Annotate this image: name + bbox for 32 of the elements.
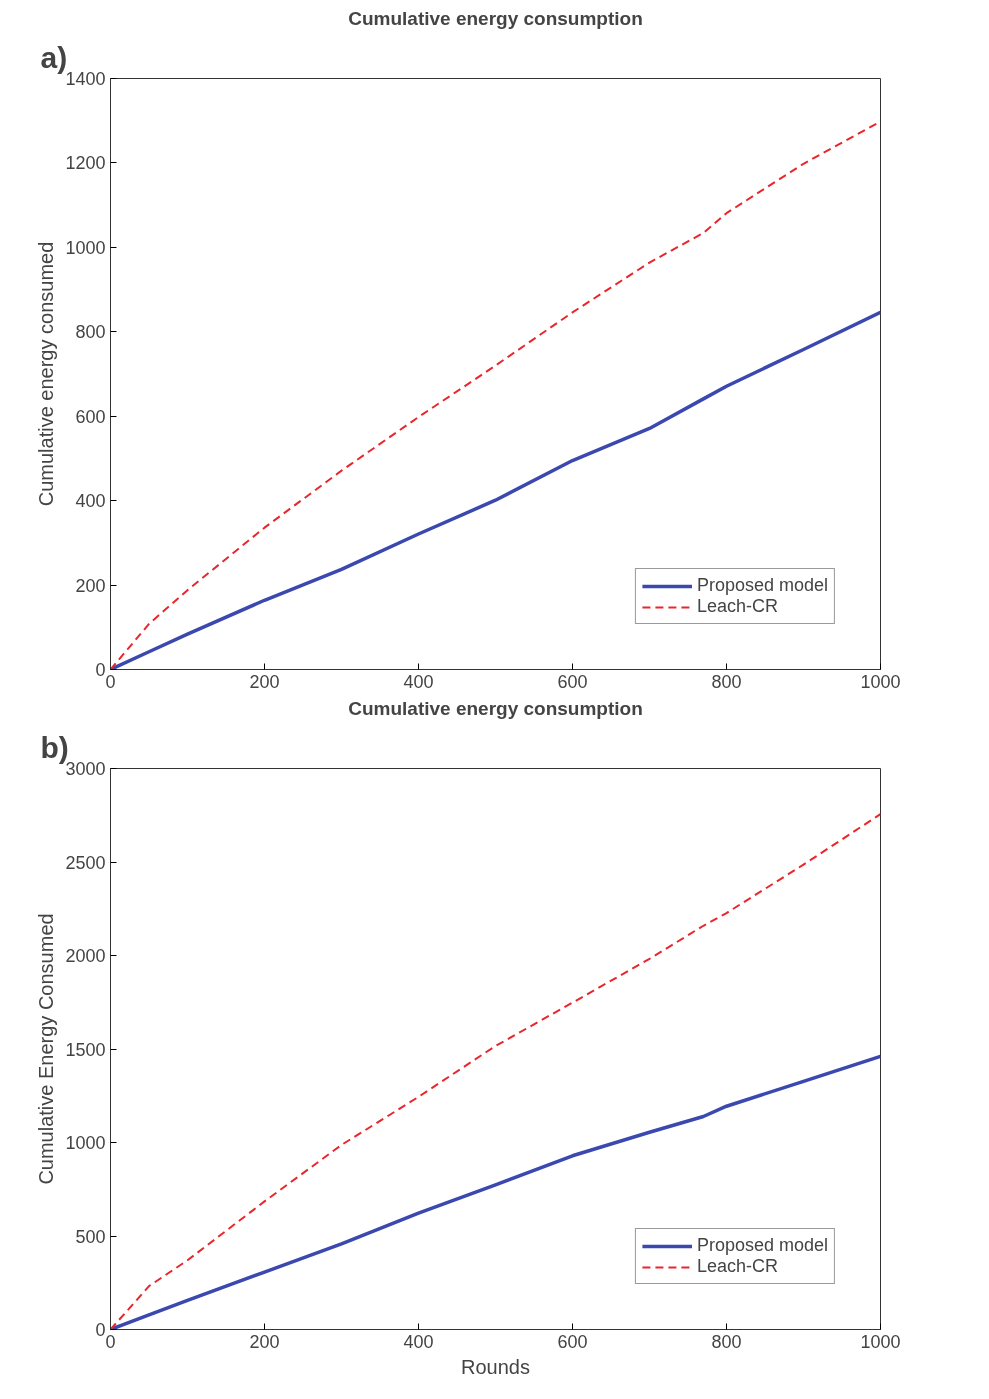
x-tick-label: 600 [557, 1331, 588, 1352]
y-tick-label: 1500 [65, 1039, 106, 1060]
chart-title: Cumulative energy consumption [348, 697, 643, 719]
y-tick-label: 600 [75, 406, 106, 427]
y-tick-label: 200 [75, 575, 106, 596]
x-tick-label: 600 [557, 671, 588, 692]
x-tick-label: 1000 [860, 671, 901, 692]
x-axis-title: Rounds [461, 1355, 530, 1378]
legend-label: Leach-CR [696, 596, 778, 617]
x-tick-label: 200 [249, 671, 280, 692]
text: a) [40, 40, 68, 74]
y-tick-label: 2000 [65, 946, 106, 966]
y-tick-label: 1000 [65, 237, 106, 258]
legend-label: Proposed model [696, 575, 828, 596]
y-tick-label: 400 [75, 491, 106, 512]
y-axis-title: Cumulative Energy Consumed [35, 913, 58, 1185]
y-tick-label: 1200 [65, 153, 106, 174]
x-tick-label: 800 [711, 671, 742, 692]
y-axis-title: Cumulative energy consumed [35, 241, 58, 507]
chart-title: Cumulative energy consumption [348, 7, 643, 29]
y-tick-label: 500 [75, 1226, 106, 1247]
y-tick-label: 800 [75, 322, 106, 343]
x-tick-label: 800 [711, 1331, 742, 1352]
y-tick-label: 2500 [65, 852, 106, 873]
y-tick-label: 1000 [65, 1133, 106, 1153]
x-tick-label: 400 [403, 1331, 434, 1352]
legend-label: Proposed model [696, 1235, 828, 1256]
x-tick-label: 200 [249, 1331, 280, 1352]
y-tick-label: 1400 [65, 69, 106, 89]
x-tick-label: 1000 [860, 1331, 901, 1352]
legend-label: Leach-CR [696, 1256, 778, 1277]
x-tick-label: 400 [403, 671, 434, 692]
